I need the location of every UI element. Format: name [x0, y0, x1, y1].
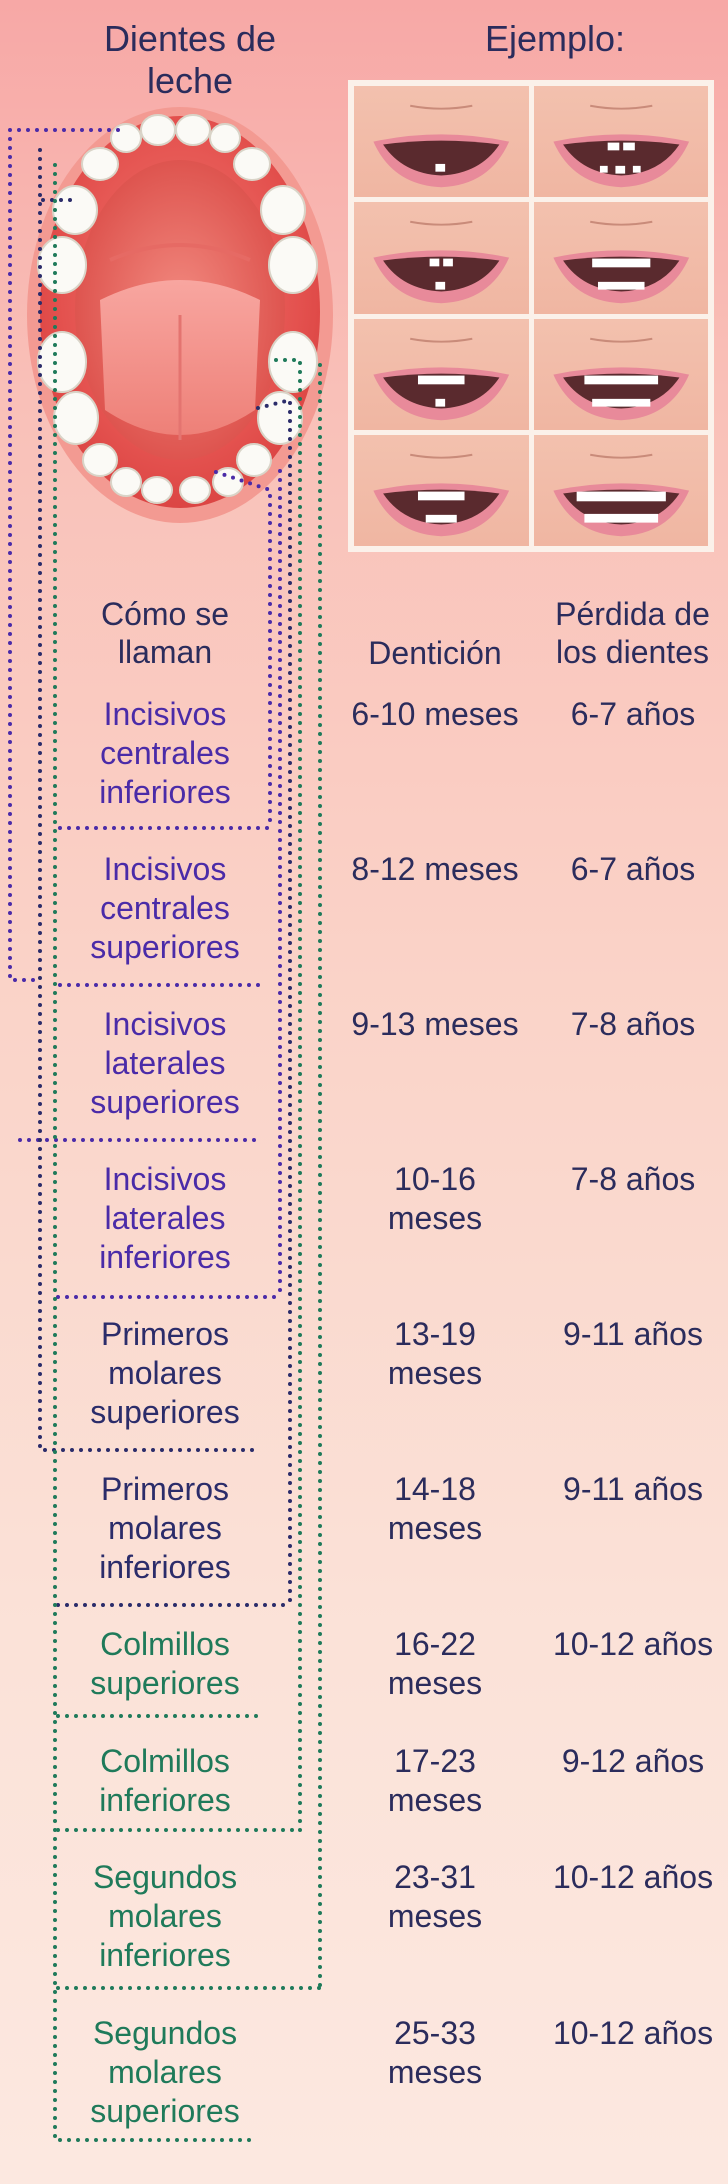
row-loss: 9-11 años [563, 1471, 703, 1507]
row-name: Segundos molares superiores [90, 2015, 240, 2129]
row-name: Incisivos laterales inferiores [99, 1161, 231, 1275]
smiling-mouth-icon [354, 318, 529, 430]
title-example: Ejemplo: [484, 18, 626, 59]
row-name: Segundos molares inferiores [92, 1859, 238, 1973]
row-name: Incisivos centrales superiores [90, 851, 240, 965]
row-teething: 14-18 meses [387, 1471, 483, 1546]
row-name: Primeros molares inferiores [99, 1471, 231, 1585]
example-smiles-grid [348, 80, 714, 552]
row-loss: 6-7 años [570, 851, 696, 887]
column-header-name: Cómo se llaman [100, 596, 230, 670]
smiling-mouth-icon [533, 86, 708, 198]
row-teething: 17-23 meses [387, 1743, 483, 1818]
row-teething: 9-13 meses [351, 1006, 519, 1042]
row-name: Incisivos laterales superiores [90, 1006, 240, 1120]
row-loss: 9-12 años [561, 1743, 705, 1779]
row-name: Primeros molares superiores [90, 1316, 240, 1430]
smiling-mouth-icon [533, 202, 708, 314]
row-teething: 6-10 meses [351, 696, 519, 732]
row-loss: 10-12 años [552, 1859, 714, 1895]
smiling-mouth-icon [354, 86, 529, 198]
smiling-mouth-icon [533, 318, 708, 430]
row-loss: 7-8 años [570, 1161, 696, 1197]
smiling-mouth-icon [354, 434, 529, 546]
row-name: Incisivos centrales inferiores [99, 696, 231, 810]
column-header-teething: Dentición [368, 635, 502, 671]
smiling-mouth-icon [533, 434, 708, 546]
row-name: Colmillos superiores [90, 1626, 240, 1701]
title-baby-teeth: Dientes de leche [103, 18, 277, 101]
row-loss: 10-12 años [552, 1626, 714, 1662]
smiling-mouth-icon [354, 202, 529, 314]
row-loss: 7-8 años [570, 1006, 696, 1042]
row-teething: 8-12 meses [351, 851, 519, 887]
row-teething: 25-33 meses [387, 2015, 483, 2090]
row-teething: 13-19 meses [387, 1316, 483, 1391]
column-header-loss: Pérdida de los dientes [555, 596, 710, 670]
row-name: Colmillos inferiores [99, 1743, 231, 1818]
row-loss: 9-11 años [563, 1316, 703, 1352]
row-teething: 23-31 meses [387, 1859, 483, 1934]
row-teething: 10-16 meses [387, 1161, 483, 1236]
row-teething: 16-22 meses [387, 1626, 483, 1701]
open-mouth-teeth-diagram-icon [27, 107, 333, 523]
row-loss: 10-12 años [552, 2015, 714, 2051]
row-loss: 6-7 años [570, 696, 696, 732]
